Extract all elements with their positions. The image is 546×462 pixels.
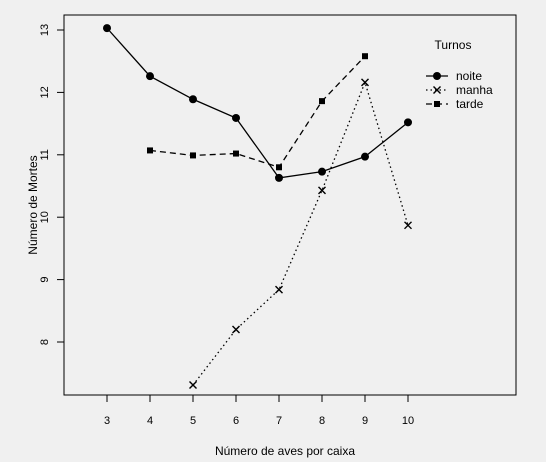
y-tick-label: 9 [39,277,51,283]
data-point-noite [404,118,412,127]
x-tick-label: 7 [276,415,282,427]
data-point-tarde [319,98,325,105]
legend-label-noite: noite [456,69,482,83]
y-tick-label: 13 [39,24,51,36]
data-point-tarde [276,164,282,171]
cross-stroke [433,86,441,94]
cross-stroke [361,78,369,87]
series-manha [189,78,412,390]
x-tick-label: 10 [402,415,414,427]
cross-stroke [404,221,412,230]
x-axis-title: Número de aves por caixa [215,444,355,458]
legend-marker-noite [433,72,441,80]
x-tick-label: 4 [147,415,153,427]
x-tick-label: 5 [190,415,196,427]
y-tick-label: 8 [39,339,51,345]
series-line-manha [192,80,409,386]
legend-marker-manha [433,86,441,94]
data-point-tarde [190,152,196,159]
cross-stroke [189,381,197,390]
data-point-manha [318,186,326,195]
plot-frame [63,14,517,396]
x-tick-label: 6 [233,415,239,427]
cross-stroke [232,325,240,334]
data-point-noite [275,173,283,182]
y-tick-label: 12 [39,86,51,98]
data-point-noite [361,152,369,161]
data-point-noite [318,167,326,176]
data-point-tarde [362,53,368,60]
data-point-noite [103,24,111,33]
data-point-noite [232,113,240,122]
legend-label-tarde: tarde [456,97,484,111]
cross-stroke [275,285,283,294]
data-point-manha [404,221,412,230]
data-point-manha [361,78,369,87]
legend-label-manha: manha [456,83,493,97]
data-point-manha [232,325,240,334]
legend-title: Turnos [435,38,472,52]
series-line-tarde [149,55,366,169]
y-tick-label: 10 [39,211,51,223]
x-tick-label: 8 [319,415,325,427]
legend-marker-tarde [434,101,440,107]
data-point-noite [146,72,154,81]
y-axis-title: Número de Mortes [26,155,40,254]
series-tarde [147,53,368,171]
x-tick-label: 3 [104,415,110,427]
series-layer [103,24,412,390]
data-point-manha [275,285,283,294]
data-point-tarde [233,150,239,157]
series-line-noite [106,27,409,179]
x-tick-label: 9 [362,415,368,427]
data-point-tarde [147,147,153,154]
series-noite [103,24,412,182]
x-axis: 3 4 5 6 7 8 9 10 [104,395,414,427]
data-point-manha [189,381,197,390]
y-axis: 8 9 10 11 12 13 [39,24,64,345]
y-tick-label: 11 [39,149,51,160]
cross-stroke [318,186,326,195]
data-point-noite [189,95,197,104]
